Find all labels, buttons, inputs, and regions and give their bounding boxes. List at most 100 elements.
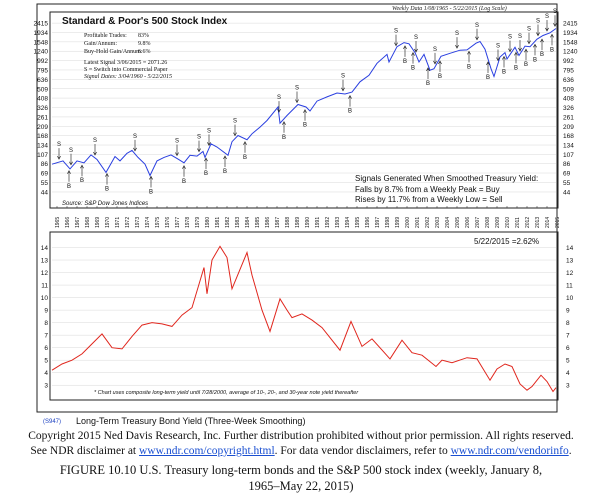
- sell-arrowhead: [536, 32, 540, 37]
- sell-signal-label: S: [553, 9, 557, 15]
- bottom-y-tick-right: 14: [566, 245, 574, 252]
- buy-arrowhead: [438, 60, 442, 65]
- x-tick-label: 1976: [165, 217, 171, 228]
- x-tick-label: 1986: [265, 217, 271, 228]
- x-tick-label: 1972: [125, 217, 131, 228]
- bottom-y-tick-left: 10: [41, 295, 49, 302]
- stat-label-buyhold: Buy-Hold Gain/Annum:: [84, 49, 143, 55]
- top-y-tick-left: 209: [37, 124, 48, 131]
- bottom-chart-title: Long-Term Treasury Bond Yield (Three-Wee…: [76, 416, 305, 426]
- sell-arrowhead: [414, 48, 418, 53]
- copyright-link[interactable]: www.ndr.com/copyright.html: [139, 445, 275, 457]
- buy-signal-label: B: [204, 171, 208, 177]
- x-tick-label: 1987: [275, 217, 281, 228]
- top-y-tick-right: 992: [563, 58, 574, 65]
- top-y-tick-left: 86: [41, 161, 49, 168]
- buy-signal-label: B: [243, 155, 247, 161]
- bottom-y-tick-right: 9: [566, 308, 570, 315]
- sell-signal-label: S: [455, 31, 459, 37]
- top-y-tick-right: 168: [563, 133, 574, 140]
- top-y-tick-right: 55: [563, 180, 571, 187]
- sell-arrowhead: [197, 148, 201, 153]
- legend-line-1: Signals Generated When Smoothed Treasury…: [355, 174, 538, 183]
- top-y-tick-left: 408: [37, 96, 48, 103]
- top-y-tick-right: 261: [563, 114, 574, 121]
- x-tick-label: 1965: [55, 217, 61, 228]
- sell-signal-label: S: [394, 29, 398, 35]
- chart-code: (S947): [43, 419, 61, 425]
- buy-arrowhead: [550, 33, 554, 38]
- bottom-y-tick-left: 8: [44, 320, 48, 327]
- bottom-y-tick-left: 14: [41, 245, 49, 252]
- sell-arrowhead: [133, 147, 137, 152]
- bottom-gridlines: [52, 247, 556, 386]
- x-tick-label: 1970: [105, 217, 111, 228]
- latest-yield-label: 5/22/2015 =2.62%: [474, 237, 539, 246]
- sell-arrowhead: [553, 23, 557, 27]
- top-y-tick-left: 168: [37, 133, 48, 140]
- top-y-tick-left: 55: [41, 180, 49, 187]
- top-y-axis-right: 44 55 69 86 107 134 168 209 261 326 408 509 636 795 99…: [563, 21, 578, 197]
- top-y-tick-left: 992: [37, 58, 48, 65]
- sell-arrowhead: [433, 60, 437, 65]
- buy-signal-label: B: [282, 135, 286, 141]
- x-tick-label: 2009: [495, 217, 501, 228]
- buy-arrowhead: [426, 67, 430, 72]
- buy-arrowhead: [403, 45, 407, 49]
- buy-signal-label: B: [524, 62, 528, 68]
- x-tick-label: 1991: [315, 217, 321, 228]
- top-y-tick-left: 509: [37, 86, 48, 93]
- latest-signal-note: Latest Signal 3/06/2015 = 2071.26: [84, 60, 167, 66]
- stats-box: Profitable Trades: 83% Gain/Annum: 9.8% …: [84, 32, 172, 80]
- x-axis-year-labels: 1965 1966 1967 1968 1969 1970 1971 1972 1973 1974…: [55, 206, 561, 228]
- buy-signal-label: B: [550, 47, 554, 53]
- sp500-series-line: [51, 28, 557, 177]
- buy-arrowhead: [467, 50, 471, 55]
- bottom-y-tick-right: 8: [566, 320, 570, 327]
- top-y-tick-right: 1240: [563, 49, 578, 56]
- figure-caption-line-2: 1965–May 22, 2015): [248, 479, 354, 493]
- x-tick-label: 1997: [375, 217, 381, 228]
- sell-signal-label: S: [518, 34, 522, 40]
- bottom-y-tick-left: 12: [41, 270, 49, 277]
- sell-arrowhead: [527, 40, 531, 45]
- top-y-axis-left: 44 55 69 86 107 134 168 209 261 326 408 509 636 795 99…: [34, 21, 49, 197]
- x-tick-label: 1973: [135, 217, 141, 228]
- top-y-tick-left: 2415: [34, 21, 49, 28]
- bottom-y-tick-left: 6: [44, 345, 48, 352]
- buy-arrowhead: [411, 52, 415, 56]
- sell-signal-label: S: [175, 138, 179, 144]
- buy-signal-label: B: [411, 66, 415, 72]
- sell-signal-label: S: [233, 119, 237, 125]
- top-y-tick-right: 509: [563, 86, 574, 93]
- x-tick-label: 1978: [185, 217, 191, 228]
- source-note: Source: S&P Dow Jones Indices: [62, 201, 148, 207]
- buy-arrowhead: [540, 38, 544, 43]
- sell-arrowhead: [233, 132, 237, 137]
- sell-signal-label: S: [93, 138, 97, 144]
- bottom-y-tick-left: 3: [44, 383, 48, 390]
- buy-arrowhead: [80, 164, 84, 169]
- top-y-tick-right: 134: [563, 143, 574, 150]
- x-tick-label: 1995: [355, 217, 361, 228]
- vendor-info-link[interactable]: www.ndr.com/vendorinfo: [450, 445, 569, 457]
- x-tick-label: 1968: [85, 217, 91, 228]
- buy-signal-label: B: [467, 64, 471, 70]
- buy-arrowhead: [502, 55, 506, 60]
- bottom-y-tick-right: 5: [566, 358, 570, 365]
- x-tick-label: 1967: [75, 217, 81, 228]
- buy-arrowhead: [303, 109, 307, 113]
- legend-line-3: Rises by 11.7% from a Weekly Low = Sell: [355, 195, 503, 204]
- x-tick-label: 2013: [535, 217, 541, 228]
- sell-signal-label: S: [69, 148, 73, 154]
- buy-arrowhead: [105, 173, 109, 177]
- treasury-yield-series-line: [51, 245, 557, 393]
- sell-arrowhead: [475, 36, 479, 41]
- x-tick-label: 2001: [415, 217, 421, 228]
- sell-arrowhead: [207, 142, 211, 146]
- top-y-tick-left: 795: [37, 67, 48, 74]
- top-y-tick-right: 209: [563, 124, 574, 131]
- x-tick-label: 1980: [205, 217, 211, 228]
- switch-note: S = Switch into Commercial Paper: [84, 67, 168, 73]
- x-tick-label: 2010: [505, 217, 511, 228]
